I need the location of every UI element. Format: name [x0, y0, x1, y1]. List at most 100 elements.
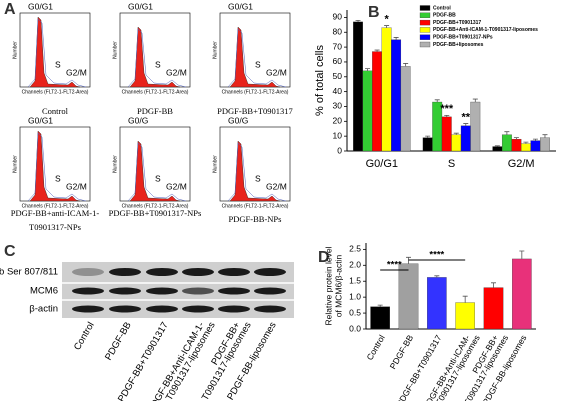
blot-band [146, 305, 178, 313]
y-axis-label: Relative protein level [323, 246, 333, 325]
blot-band [109, 268, 141, 276]
bar [455, 302, 475, 330]
error-bar [355, 19, 361, 22]
error-bar [425, 135, 431, 138]
phase-label: G0/G1 [28, 1, 53, 11]
blot-band [182, 287, 214, 295]
phase-label: G2/M [266, 181, 287, 191]
error-bar [453, 132, 459, 135]
error-bar [491, 282, 496, 288]
plot-caption: T0901317-NPs [29, 222, 81, 232]
axis-label: Number [12, 155, 18, 173]
plot-caption: PDGF-BB+T0901317 [217, 106, 293, 116]
blot-band [254, 268, 286, 276]
axis-label: Channels (FLT2-1-FLT2-Area) [222, 203, 289, 209]
blot-band [109, 305, 141, 313]
blot-row-label: pRb Ser 807/811 [0, 267, 58, 278]
error-bar [403, 63, 409, 67]
bar [451, 134, 462, 152]
bar [460, 125, 471, 152]
error-bar [393, 37, 399, 40]
y-tick-label: 50 [333, 71, 343, 81]
error-bar [406, 256, 411, 264]
legend-label: PDGF-BB+liposomes [433, 42, 484, 48]
panel-label: B [368, 4, 380, 21]
x-tick-label: S [448, 158, 455, 170]
legend-label: PDGF-BB+Anti-ICAM-1-T0901317-liposomes [433, 27, 538, 33]
bar [492, 146, 503, 152]
blot-band [109, 287, 141, 295]
error-bar [377, 304, 383, 307]
plot-caption: Control [42, 106, 69, 116]
axis-label: Number [12, 41, 18, 59]
axis-label: Channels (FLT2-1-FLT2-Area) [122, 203, 189, 209]
histogram-fit [227, 28, 287, 88]
phase-label: S [55, 59, 61, 69]
legend-label: PDGF-BB+T0901317-NPs [433, 35, 493, 41]
legend-swatch [419, 34, 431, 40]
legend-swatch [419, 27, 431, 33]
bar [512, 258, 532, 330]
blot-band [146, 287, 178, 295]
legend-swatch [419, 19, 431, 26]
x-tick-label: PDGF-BB [388, 333, 416, 371]
axis-label: Channels (FLT2-1-FLT2-Area) [22, 89, 89, 95]
histogram-fit [227, 142, 287, 202]
plot-caption: PDGF-BB+T0901317-NPs [109, 208, 202, 218]
blot-band [218, 287, 250, 295]
phase-label: G0/G1 [128, 1, 153, 11]
bar [470, 101, 481, 152]
error-bar [365, 68, 371, 71]
error-bar [444, 114, 450, 117]
phase-label: G0/G1 [228, 1, 253, 11]
axis-label: Number [212, 41, 218, 59]
error-bar [523, 141, 529, 144]
bar [381, 27, 392, 152]
error-bar [384, 25, 390, 28]
y-tick-label: 2.5 [349, 244, 361, 254]
error-bar [519, 250, 525, 259]
bar [501, 134, 512, 152]
y-axis-label: % of total cells [314, 45, 326, 116]
error-bar [513, 137, 519, 140]
y-tick-label: 80 [333, 27, 343, 37]
phase-label: G2/M [266, 67, 287, 77]
blot-band [254, 287, 286, 295]
bar [427, 277, 447, 330]
significance-mark: *** [440, 103, 454, 115]
x-tick-label: Control [364, 333, 386, 362]
bar [400, 66, 411, 152]
bar [441, 116, 452, 152]
y-tick-label: 40 [333, 86, 343, 96]
blot-band [146, 268, 178, 276]
error-bar [434, 275, 440, 278]
error-bar [532, 138, 538, 141]
blot-band [182, 305, 214, 313]
phase-label: S [155, 173, 161, 183]
error-bar [504, 131, 510, 135]
bar [362, 70, 373, 152]
error-bar [463, 123, 469, 126]
phase-label: G0/G1 [28, 115, 53, 125]
lane-label: PDGF-BB [103, 320, 134, 362]
y-tick-label: 1.5 [349, 275, 361, 285]
phase-label: G2/M [66, 181, 87, 191]
histogram-fit [27, 132, 87, 202]
bar [540, 137, 550, 152]
significance-mark: ** [462, 112, 471, 124]
bar [483, 287, 504, 330]
phase-label: G0/G [228, 115, 248, 125]
bar [353, 21, 363, 152]
blot-row-label: MCM6 [30, 286, 58, 297]
plot-caption: PDGF-BB+anti-ICAM-1- [11, 208, 100, 218]
y-tick-label: 0.5 [349, 307, 361, 317]
phase-label: S [55, 173, 61, 183]
bar [511, 138, 522, 152]
blot-band [218, 305, 250, 313]
plot-caption: PDGF-BB [137, 106, 173, 116]
blot-band [182, 268, 214, 276]
histogram-fit [27, 18, 87, 88]
plot-caption: PDGF-BB-NPs [229, 214, 282, 224]
y-tick-label: 60 [333, 56, 343, 66]
